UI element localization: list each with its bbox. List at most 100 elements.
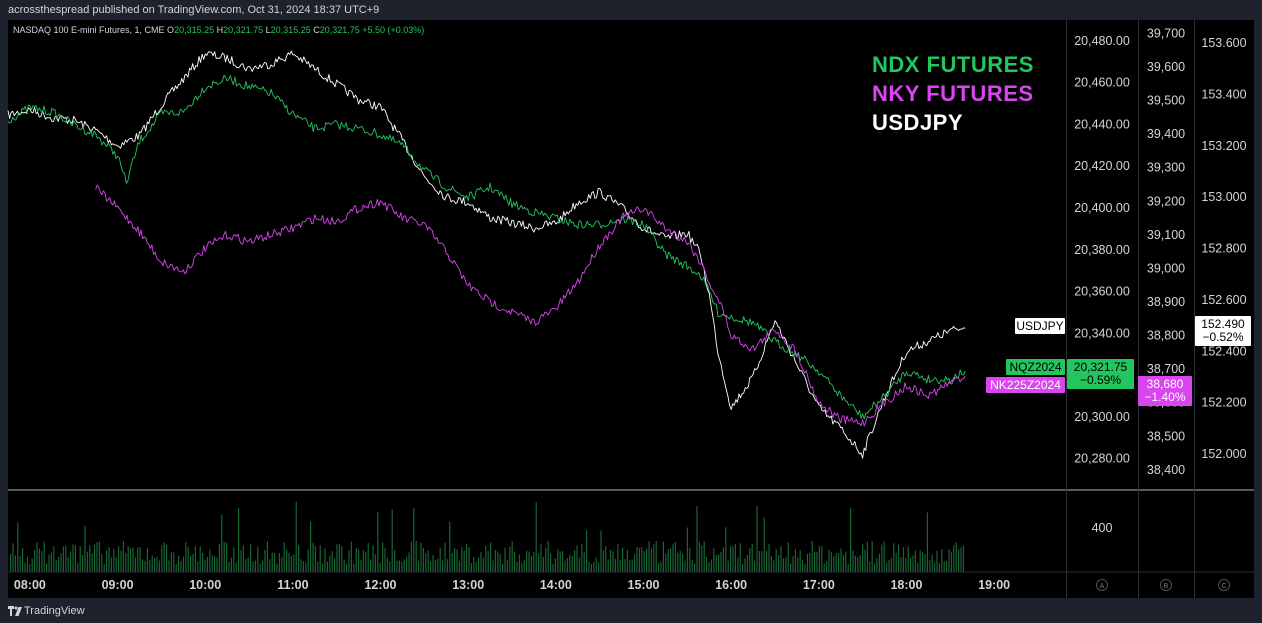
volume-bar [46,563,48,572]
volume-bar [564,560,566,572]
volume-bar [466,543,468,572]
volume-bar [554,558,556,572]
volume-bar [341,546,343,572]
volume-bar [122,541,124,572]
volume-bar [487,551,489,572]
volume-bar [754,560,756,572]
axis-c-tick: 152.800 [1201,242,1246,256]
volume-bar [31,558,33,572]
tradingview-logo-icon[interactable] [8,606,22,616]
volume-bar [787,542,789,572]
volume-bar [624,559,626,572]
symbol-info: NASDAQ 100 E-mini Futures, 1, CME O20,31… [13,25,424,35]
volume-bar [655,541,657,572]
volume-bar [314,546,316,572]
volume-bar [912,555,914,572]
volume-bar [720,552,722,572]
volume-bar [922,552,924,572]
volume-bar [806,553,808,572]
volume-bar [72,544,74,572]
volume-bar [410,541,412,572]
volume-bar [190,555,192,572]
volume-bar [470,563,472,572]
volume-bar [182,556,184,572]
volume-bar [310,521,312,572]
volume-bar [684,560,686,572]
axis-c-tick: 153.000 [1201,190,1246,204]
volume-bar [850,507,852,572]
volume-bar [218,543,220,572]
volume-bar [566,558,568,572]
volume-bar [511,541,513,572]
volume-bar [326,561,328,572]
volume-bar [636,546,638,572]
volume-bar [336,544,338,572]
volume-bar [377,512,379,572]
volume-bar [259,563,261,572]
volume-bar [446,559,448,572]
volume-bar [528,551,530,572]
volume-bar [485,546,487,572]
volume-bar [840,548,842,572]
volume-bar [562,551,564,572]
volume-bar [434,559,436,572]
volume-bar [209,549,211,572]
volume-bar [830,552,832,572]
series-line-usdjpy [7,50,966,459]
volume-bar [161,545,163,572]
volume-bar [914,550,916,572]
volume-bar [230,557,232,572]
volume-bar [77,563,79,572]
axis-a-scale-icon[interactable] [1096,579,1108,591]
volume-bar [497,551,499,572]
volume-bar [770,556,772,572]
volume-bar [919,550,921,572]
nqz2024-price-badge [1067,359,1134,389]
axis-a-tick: 20,400.00 [1074,201,1130,215]
volume-bar [331,551,333,572]
axis-b-tick: 39,600 [1147,60,1185,74]
volume-bar [737,557,739,572]
volume-bar [518,554,520,572]
axis-c-scale-icon[interactable] [1218,579,1230,591]
tradingview-brand[interactable]: TradingView [24,605,85,617]
volume-bar [250,544,252,572]
nk225z2024-name-badge [986,377,1065,393]
axis-b-tick: 39,300 [1147,161,1185,175]
volume-bar [86,551,88,572]
axis-b-tick: 39,000 [1147,261,1185,275]
time-tick: 08:00 [14,578,46,592]
volume-bar [288,552,290,572]
volume-bar [547,540,549,572]
volume-bar [312,542,314,572]
volume-bar [96,542,98,572]
volume-bar [535,502,537,572]
nk225z2024-price-badge [1138,376,1192,406]
axis-b-tick: 39,500 [1147,94,1185,108]
volume-bar [931,554,933,572]
volume-bar [612,551,614,572]
volume-bar [593,561,595,572]
volume-bar [194,546,196,572]
volume-bar [305,562,307,572]
volume-bar [50,552,52,572]
legend-item-ndx-futures: NDX FUTURES [872,52,1034,77]
volume-bar [79,546,81,572]
usdjpy-price-badge [1195,316,1251,346]
axis-b-scale-icon[interactable] [1160,579,1172,591]
axis-a-tick: 20,480.00 [1074,34,1130,48]
volume-bar [38,548,40,572]
volume-bar [734,544,736,572]
volume-bar [773,560,775,572]
volume-bar [348,550,350,572]
nqz2024-price-badge-text: −0.59% [1080,373,1121,387]
volume-bar [154,557,156,572]
volume-bar [727,560,729,572]
volume-bar [355,548,357,572]
volume-bar [317,561,319,572]
volume-bar [538,553,540,572]
volume-bar [461,547,463,572]
volume-bar [480,551,482,572]
volume-bar [444,542,446,572]
